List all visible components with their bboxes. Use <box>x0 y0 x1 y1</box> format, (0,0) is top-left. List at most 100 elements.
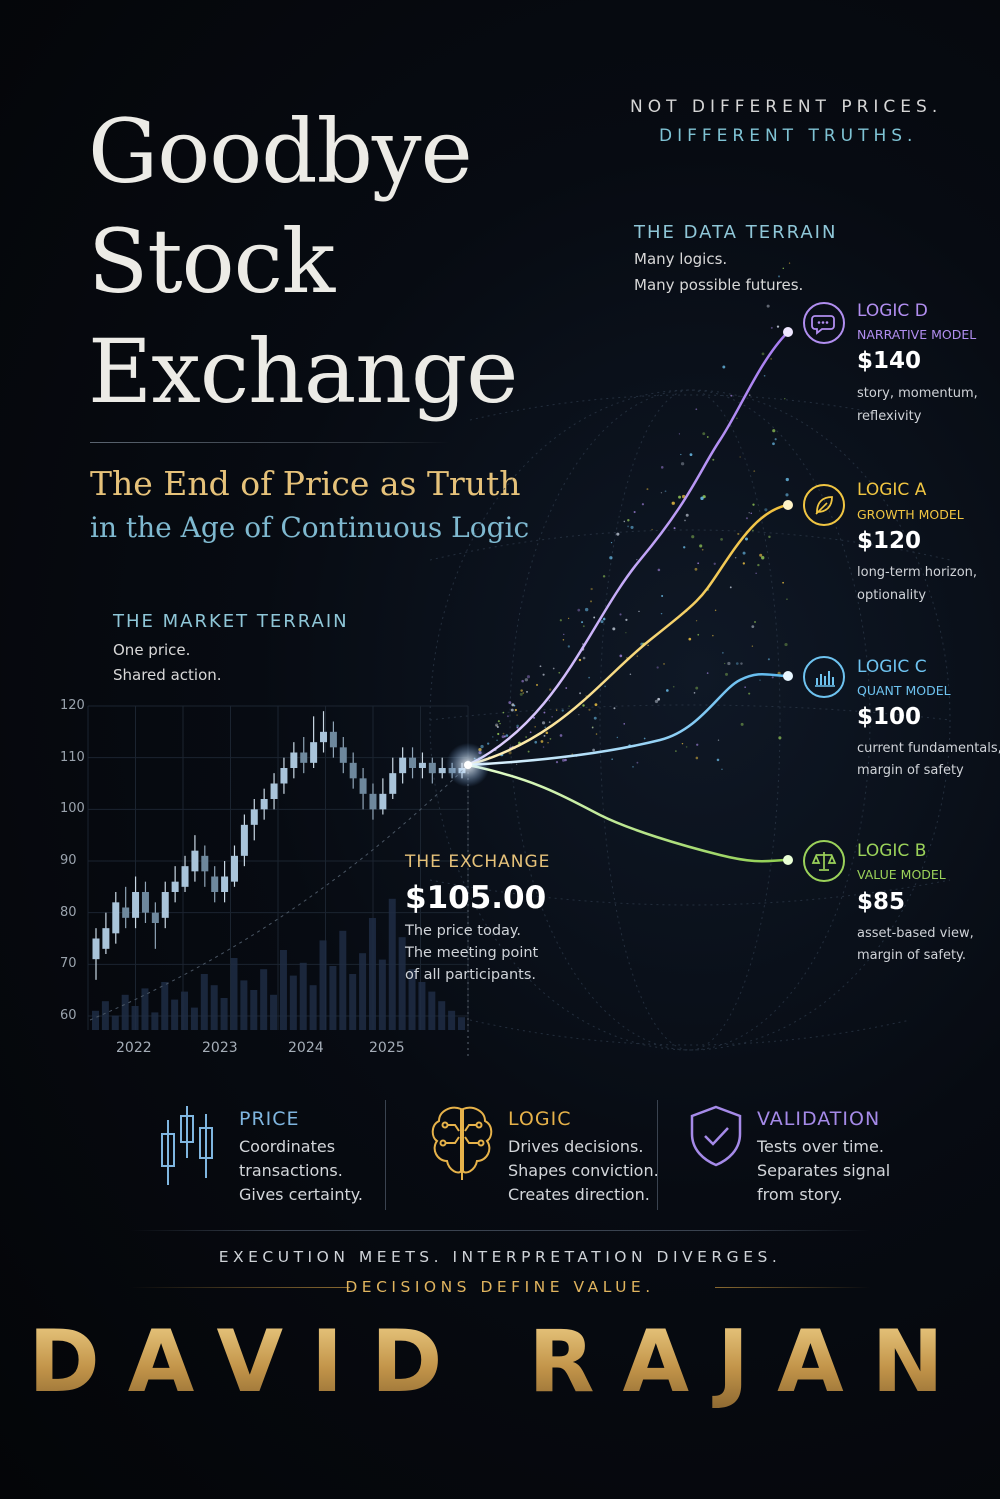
particle <box>593 716 597 720</box>
particle <box>697 633 700 636</box>
volume-bar <box>418 982 426 1030</box>
particle <box>542 673 545 676</box>
particle <box>772 429 776 433</box>
feature-validation-line-3: from story. <box>757 1185 843 1204</box>
particle <box>582 656 586 660</box>
particle <box>689 453 693 457</box>
particle <box>610 542 613 544</box>
particle <box>633 511 636 514</box>
particle-field <box>469 262 791 771</box>
candle-body <box>230 855 238 882</box>
candle-body <box>369 793 377 810</box>
particle <box>750 512 752 514</box>
leaf-icon <box>803 484 845 526</box>
particle <box>752 529 754 532</box>
logic-d-name: LOGIC D <box>857 301 928 321</box>
particle <box>496 725 499 729</box>
particle <box>577 608 581 612</box>
particle <box>548 700 551 702</box>
logic-c-path <box>467 673 789 767</box>
particle <box>657 697 661 701</box>
candlesticks <box>92 711 466 980</box>
candle-body <box>399 757 407 774</box>
particle <box>539 665 542 668</box>
feature-price-line-3: Gives certainty. <box>239 1185 364 1204</box>
particle <box>636 761 639 764</box>
subtitle-line-1: The End of Price as Truth <box>90 464 521 503</box>
logic-d-endpoint <box>783 327 793 337</box>
data-terrain-heading: THE DATA TERRAIN <box>634 222 838 243</box>
particle <box>664 490 667 493</box>
volume-bar <box>289 975 297 1030</box>
candle-body <box>211 876 219 892</box>
particle <box>516 714 518 716</box>
market-terrain-line-2: Shared action. <box>113 666 222 684</box>
particle <box>647 644 649 647</box>
volume-bar <box>388 898 396 1030</box>
volume-bars <box>92 898 465 1030</box>
volume-bar <box>319 940 327 1030</box>
particle <box>751 645 754 647</box>
particle <box>636 558 638 561</box>
candle-body <box>132 892 140 918</box>
logic-b-price: $85 <box>857 889 906 915</box>
particle <box>609 556 613 560</box>
volume-bar <box>359 953 367 1030</box>
particle <box>737 532 740 535</box>
particle <box>696 743 699 746</box>
candle-body <box>191 850 199 872</box>
particle <box>638 610 640 613</box>
particle <box>629 673 632 676</box>
x-tick-label: 2022 <box>116 1040 152 1056</box>
title-line-1: Goodbye <box>88 100 473 203</box>
tagline-rule-right <box>715 1287 870 1288</box>
subtitle-line-2: in the Age of Continuous Logic <box>90 511 530 544</box>
y-tick-label: 70 <box>60 956 77 972</box>
particle <box>740 722 744 726</box>
tagline-top-1: NOT DIFFERENT PRICES. <box>630 97 943 117</box>
candle-body <box>349 762 357 779</box>
particle <box>544 726 546 729</box>
particle <box>693 692 696 694</box>
volume-bar <box>339 930 347 1030</box>
particle <box>776 325 780 328</box>
particle <box>492 736 494 738</box>
exchange-line-2: The meeting point <box>405 945 539 961</box>
logic-b-path <box>467 763 789 863</box>
y-tick-label: 100 <box>60 801 85 817</box>
particle <box>694 567 698 571</box>
x-tick-label: 2025 <box>369 1040 405 1056</box>
tagline-bottom-2: DECISIONS DEFINE VALUE. <box>345 1278 655 1296</box>
particle <box>641 503 645 506</box>
particle <box>695 686 699 690</box>
particle <box>556 709 558 711</box>
particle <box>767 658 770 661</box>
volume-bar <box>101 1001 109 1030</box>
particle <box>594 703 598 707</box>
particle <box>700 496 704 501</box>
particle <box>524 678 529 682</box>
particle <box>513 705 516 707</box>
particle <box>785 493 789 497</box>
feature-price-heading: PRICE <box>239 1108 300 1130</box>
particle <box>487 742 490 745</box>
particle <box>595 733 598 735</box>
particle <box>613 707 616 710</box>
particle <box>548 721 551 723</box>
particle <box>507 715 509 718</box>
candle-body <box>310 742 318 763</box>
particle <box>612 627 616 631</box>
volume-bar <box>299 962 307 1030</box>
particle <box>526 675 531 679</box>
particle <box>616 736 619 739</box>
particle <box>766 304 770 308</box>
exchange-line-3: of all participants. <box>405 967 537 983</box>
particle <box>582 704 585 707</box>
candle-body <box>221 876 229 892</box>
particle <box>578 658 582 662</box>
particle <box>744 686 746 688</box>
particle <box>712 458 715 461</box>
particle <box>770 357 773 360</box>
particle <box>515 763 518 766</box>
volume-bar <box>458 1017 465 1030</box>
